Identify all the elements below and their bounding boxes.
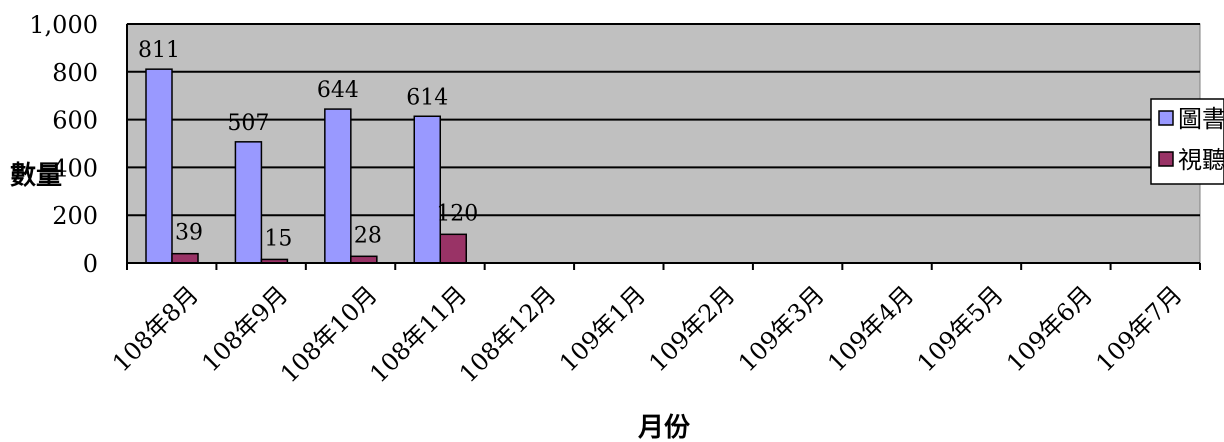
x-tick-label: 109年2月 [644,280,741,377]
data-label: 39 [175,221,203,246]
bar-audiovisual [171,252,199,264]
x-tick-label: 108年11月 [364,280,472,388]
y-tick-labels: 0 200 400 600 800 1,000 [29,11,98,278]
x-tick-label: 108年8月 [107,280,204,377]
legend-swatch-books [1158,110,1174,126]
y-axis-title: 數量 [10,161,62,191]
x-tick-label: 109年4月 [822,280,919,377]
data-label: 120 [436,201,478,226]
x-tick-label: 109年7月 [1091,280,1188,377]
y-tick-label: 200 [52,202,98,230]
plot-area [126,23,1201,264]
y-tick-label: 400 [52,154,98,182]
axes [126,24,1201,270]
y-tick-label: 0 [83,250,98,278]
legend-label-audiovisual: 視聽 [1178,146,1224,174]
data-label: 507 [227,111,269,136]
bar-books [234,141,263,264]
x-tick-label: 108年9月 [196,280,293,377]
x-tick-labels: 108年8月108年9月108年10月108年11月108年12月109年1月1… [107,280,1188,388]
x-tick-label: 109年6月 [1001,280,1098,377]
legend: 圖書 視聽 [1150,98,1224,185]
bar-books [413,115,441,264]
y-tick-label: 1,000 [29,11,98,39]
x-axis-title: 月份 [637,413,690,442]
x-tick-label: 109年3月 [733,280,830,377]
bar-books [145,68,173,264]
legend-swatch-audiovisual [1158,151,1174,167]
x-tick-label: 109年1月 [554,280,651,377]
data-label: 614 [406,85,448,110]
x-tick-label: 108年10月 [275,280,383,388]
data-label: 28 [354,223,382,248]
bar-books [324,108,352,264]
bars [145,68,467,264]
x-tick-label: 109年5月 [912,280,1009,377]
gridlines [127,23,1200,217]
bar-audiovisual [439,233,467,264]
y-tick-label: 600 [52,107,98,135]
bar-audiovisual [350,255,378,264]
x-tick-label: 108年12月 [454,280,562,388]
data-label: 644 [317,78,359,103]
data-labels: 811 507 644 614 39 15 28 120 [138,38,478,251]
data-label: 811 [138,38,180,63]
legend-label-books: 圖書 [1178,105,1224,133]
data-label: 15 [264,226,292,251]
y-tick-label: 800 [52,59,98,87]
